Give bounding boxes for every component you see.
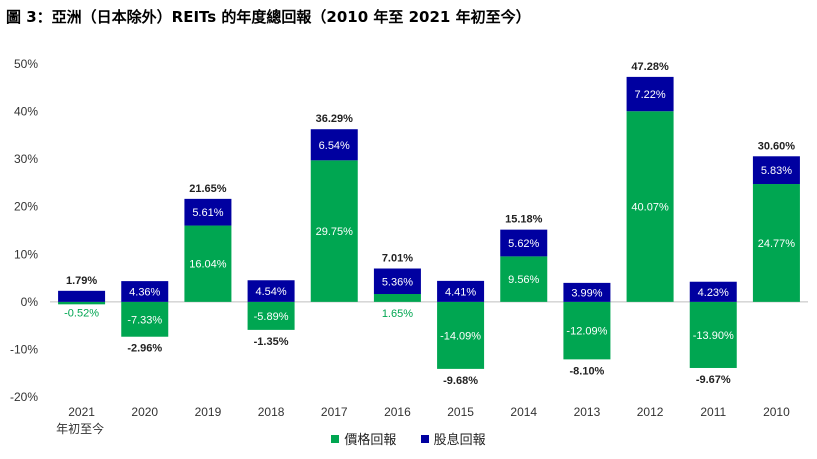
price-bar <box>689 301 737 368</box>
total-data-label: -1.35% <box>254 336 289 348</box>
x-tick-label: 2020 <box>131 405 158 419</box>
dividend-bar <box>500 229 548 257</box>
y-tick-label: 50% <box>14 57 38 71</box>
price-data-label: 40.07% <box>631 202 669 214</box>
dividend-bar <box>752 156 800 185</box>
dividend-bar <box>184 198 232 226</box>
y-tick-label: -10% <box>10 342 38 356</box>
legend-label-price: 價格回報 <box>344 433 397 448</box>
price-data-label: 16.04% <box>189 259 227 271</box>
legend-item-dividend: 股息回報 <box>420 429 486 448</box>
legend-swatch-dividend <box>420 434 429 443</box>
total-data-label: -8.10% <box>569 365 604 377</box>
dividend-bar <box>689 281 737 302</box>
x-tick-label: 2015 <box>447 405 474 419</box>
total-data-label: 7.01% <box>382 253 413 265</box>
price-data-label: -7.33% <box>127 314 162 326</box>
y-tick-label: 0% <box>21 295 39 309</box>
total-data-label: 21.65% <box>189 183 227 195</box>
price-bar <box>626 111 674 302</box>
price-data-label: -14.09% <box>440 330 481 342</box>
total-data-label: -9.68% <box>443 375 478 387</box>
price-data-label: 24.77% <box>758 238 796 250</box>
dividend-bar <box>121 281 169 302</box>
price-bar <box>437 301 485 369</box>
dividend-data-label: 3.99% <box>571 287 602 299</box>
price-data-label: 29.75% <box>316 226 354 238</box>
dividend-bar <box>58 290 106 302</box>
dividend-bar <box>310 129 358 161</box>
dividend-bar <box>247 280 295 302</box>
x-tick-label: 2021 <box>68 405 95 419</box>
x-tick-label: 2012 <box>637 405 664 419</box>
dividend-data-label: 5.83% <box>761 165 792 177</box>
price-data-label: -12.09% <box>566 326 607 338</box>
dividend-data-label: 5.36% <box>382 276 413 288</box>
price-bar <box>184 225 232 302</box>
price-bar <box>121 301 169 337</box>
total-data-label: 1.79% <box>66 275 97 287</box>
legend-item-price: 價格回報 <box>331 429 396 448</box>
price-bar <box>247 301 295 330</box>
price-data-label: -0.52% <box>64 307 99 319</box>
x-tick-label: 2013 <box>574 405 601 419</box>
price-bar <box>500 256 548 302</box>
dividend-data-label: 5.61% <box>192 207 223 219</box>
dividend-data-label: 4.54% <box>255 286 286 298</box>
x-tick-label: 2017 <box>321 405 348 419</box>
price-data-label: -5.89% <box>254 311 289 323</box>
dividend-bar <box>563 282 611 302</box>
dividend-data-label: 5.62% <box>508 238 539 250</box>
dividend-data-label: 7.22% <box>634 89 665 101</box>
legend-label-dividend: 股息回報 <box>433 433 486 448</box>
x-tick-label: 2014 <box>510 405 537 419</box>
dividend-data-label: 4.23% <box>698 287 729 299</box>
total-data-label: 30.60% <box>758 140 796 152</box>
dividend-bar <box>437 280 485 302</box>
y-tick-label: 10% <box>14 247 38 261</box>
legend: 價格回報 股息回報 <box>0 429 817 448</box>
price-bar <box>563 301 611 360</box>
dividend-bar <box>626 76 674 112</box>
price-data-label: 1.65% <box>382 308 413 320</box>
dividend-data-label: 4.41% <box>445 286 476 298</box>
total-data-label: 47.28% <box>631 61 669 73</box>
price-bar <box>752 184 800 302</box>
price-bar <box>58 301 106 305</box>
x-tick-label: 2019 <box>195 405 222 419</box>
x-tick-label: 2010 <box>763 405 790 419</box>
x-tick-label: 2016 <box>384 405 411 419</box>
price-bar <box>310 160 358 302</box>
x-tick-label: 年初至今 <box>56 421 104 436</box>
total-data-label: -9.67% <box>696 374 731 386</box>
chart-title: 圖 3：亞洲（日本除外）REITs 的年度總回報（2010 年至 2021 年初… <box>6 8 531 26</box>
total-data-label: -2.96% <box>127 343 162 355</box>
y-tick-label: 40% <box>14 105 38 119</box>
price-data-label: -13.90% <box>693 330 734 342</box>
dividend-data-label: 4.36% <box>129 286 160 298</box>
x-tick-label: 2018 <box>258 405 285 419</box>
y-tick-label: 30% <box>14 152 38 166</box>
price-data-label: 9.56% <box>508 274 539 286</box>
dividend-bar <box>373 268 421 295</box>
dividend-data-label: 2.32% <box>66 291 97 303</box>
total-data-label: 36.29% <box>316 113 354 125</box>
y-tick-label: 20% <box>14 200 38 214</box>
dividend-data-label: 6.54% <box>319 140 350 152</box>
x-tick-label: 2011 <box>700 405 726 419</box>
price-bar <box>373 294 421 302</box>
total-data-label: 15.18% <box>505 214 543 226</box>
y-tick-label: -20% <box>10 390 38 404</box>
legend-swatch-price <box>331 434 340 443</box>
